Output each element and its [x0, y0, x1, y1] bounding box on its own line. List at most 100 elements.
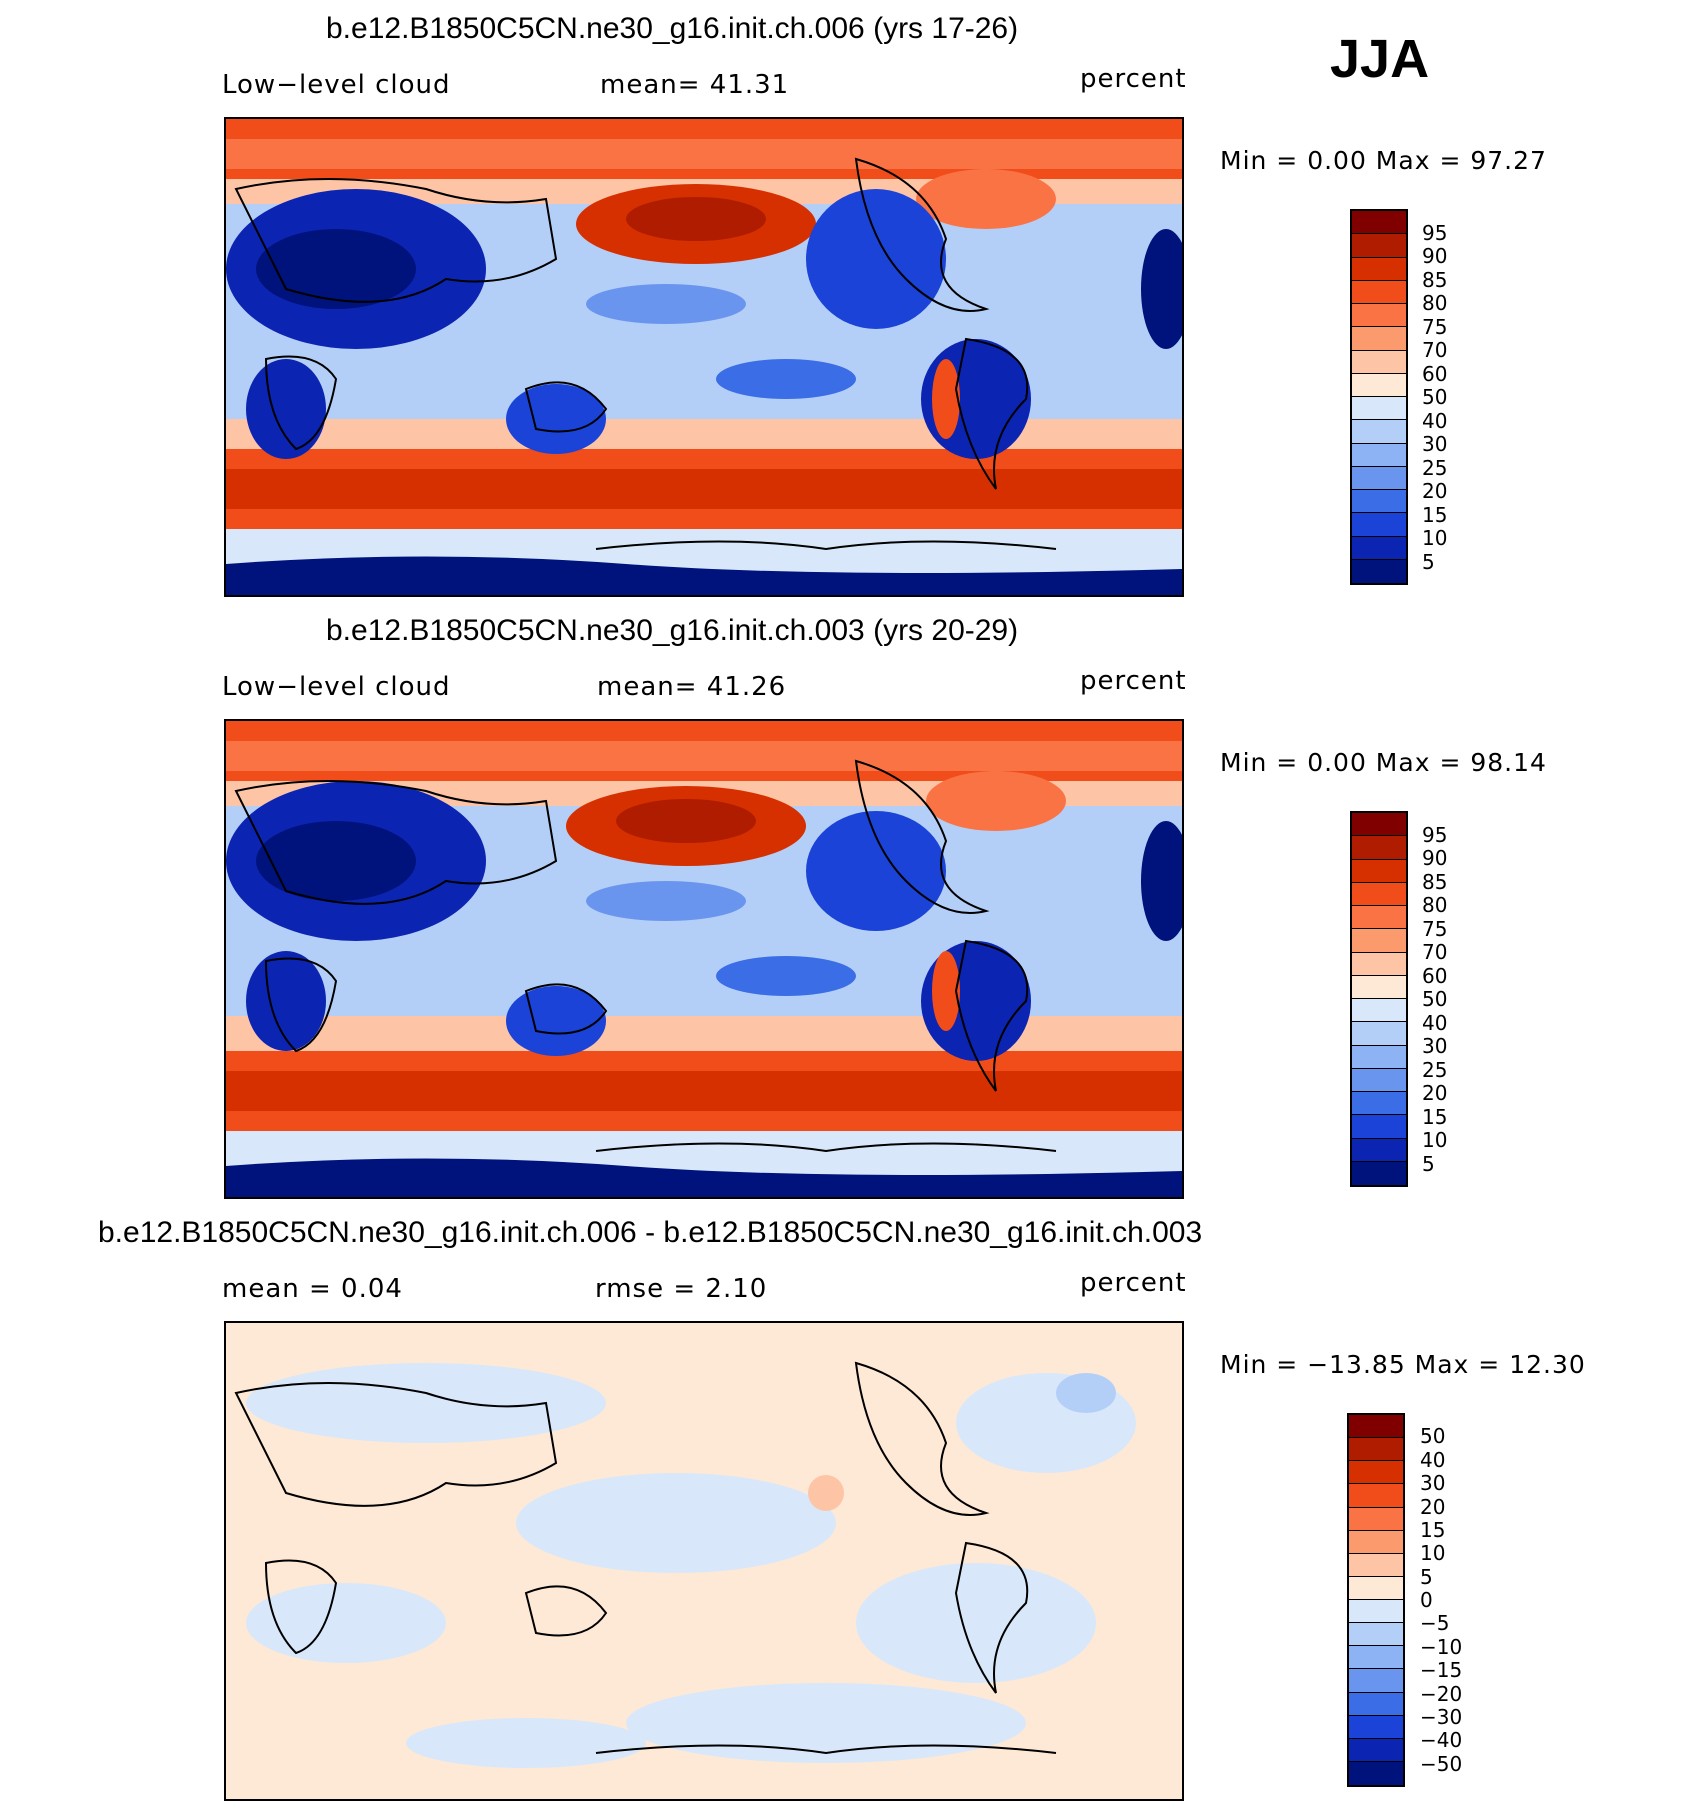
colorbar-swatch — [1349, 1600, 1403, 1624]
colorbar-label: −30 — [1420, 1704, 1463, 1729]
colorbar-swatch — [1349, 1461, 1403, 1485]
colorbar-swatch — [1349, 1507, 1403, 1531]
colorbar-swatch — [1352, 1138, 1406, 1162]
colorbar-swatch — [1352, 1092, 1406, 1116]
colorbar-label: 30 — [1422, 432, 1448, 456]
colorbar-label: 80 — [1422, 291, 1448, 315]
colorbar-label: 75 — [1422, 916, 1448, 941]
colorbar-swatch — [1352, 952, 1406, 976]
colorbar-swatch — [1349, 1715, 1403, 1739]
panel3-minmax: Min = −13.85 Max = 12.30 — [1220, 1350, 1586, 1379]
colorbar-swatch — [1349, 1415, 1403, 1439]
colorbar-swatch — [1352, 559, 1406, 583]
colorbar-label: 95 — [1422, 220, 1448, 245]
colorbar-swatch — [1352, 350, 1406, 374]
colorbar-swatch — [1349, 1576, 1403, 1600]
colorbar-label: 10 — [1422, 526, 1448, 550]
colorbar-swatch — [1352, 882, 1406, 906]
panel3-colorbar — [1347, 1413, 1405, 1787]
colorbar-swatch — [1352, 1161, 1406, 1185]
colorbar-swatch — [1352, 975, 1406, 999]
colorbar-swatch — [1349, 1738, 1403, 1762]
colorbar-label: 60 — [1422, 963, 1448, 988]
colorbar-label: 30 — [1422, 1034, 1448, 1058]
colorbar-swatch — [1352, 397, 1406, 421]
panel3-units-label: percent — [1080, 1268, 1187, 1298]
colorbar-label: 10 — [1422, 1128, 1448, 1152]
colorbar-swatch — [1352, 813, 1406, 837]
panel1-map-graphic — [226, 119, 1182, 595]
colorbar-label: 60 — [1422, 361, 1448, 386]
colorbar-swatch — [1352, 280, 1406, 304]
colorbar-label: 50 — [1420, 1424, 1446, 1449]
colorbar-label: 85 — [1422, 869, 1448, 894]
colorbar-label: 20 — [1420, 1494, 1446, 1519]
colorbar-label: 90 — [1422, 846, 1448, 870]
colorbar-swatch — [1352, 1115, 1406, 1139]
colorbar-swatch — [1349, 1484, 1403, 1508]
colorbar-swatch — [1352, 373, 1406, 397]
colorbar-label: 25 — [1422, 455, 1448, 480]
panel1-title: b.e12.B1850C5CN.ne30_g16.init.ch.006 (yr… — [326, 12, 1019, 45]
panel1-map — [224, 117, 1184, 597]
colorbar-swatch — [1352, 513, 1406, 537]
colorbar-label: 50 — [1422, 385, 1448, 409]
colorbar-label: 95 — [1422, 822, 1448, 847]
colorbar-label: 30 — [1420, 1471, 1446, 1496]
panel2-units-label: percent — [1080, 666, 1187, 696]
colorbar-label: 5 — [1422, 1151, 1435, 1176]
colorbar-swatch — [1349, 1692, 1403, 1716]
colorbar-label: 0 — [1420, 1588, 1433, 1612]
colorbar-swatch — [1352, 443, 1406, 467]
colorbar-label: 85 — [1422, 267, 1448, 292]
panel2-map — [224, 719, 1184, 1199]
colorbar-label: 70 — [1422, 940, 1448, 964]
colorbar-swatch — [1349, 1669, 1403, 1693]
colorbar-swatch — [1352, 490, 1406, 514]
colorbar-label: −5 — [1420, 1611, 1450, 1636]
colorbar-swatch — [1349, 1553, 1403, 1577]
colorbar-swatch — [1349, 1623, 1403, 1647]
colorbar-label: 50 — [1422, 987, 1448, 1011]
colorbar-label: 75 — [1422, 314, 1448, 339]
panel1-units-label: percent — [1080, 64, 1187, 94]
colorbar-swatch — [1352, 1022, 1406, 1046]
colorbar-swatch — [1352, 1068, 1406, 1092]
colorbar-label: −50 — [1420, 1751, 1463, 1776]
panel1-variable-label: Low−level cloud — [222, 70, 451, 100]
colorbar-label: −40 — [1420, 1728, 1463, 1753]
colorbar-label: 70 — [1422, 338, 1448, 362]
colorbar-label: 15 — [1422, 502, 1448, 527]
colorbar-swatch — [1352, 420, 1406, 444]
colorbar-label: −20 — [1420, 1681, 1463, 1706]
colorbar-label: 25 — [1422, 1057, 1448, 1082]
colorbar-label: 40 — [1422, 408, 1448, 433]
colorbar-swatch — [1352, 466, 1406, 490]
panel2-colorbar — [1350, 811, 1408, 1187]
panel2-mean-label: mean= 41.26 — [597, 672, 787, 702]
colorbar-label: 40 — [1420, 1447, 1446, 1472]
colorbar-label: 20 — [1422, 479, 1448, 503]
colorbar-swatch — [1352, 836, 1406, 860]
colorbar-label: 90 — [1422, 244, 1448, 268]
colorbar-label: 10 — [1420, 1541, 1446, 1566]
colorbar-swatch — [1352, 327, 1406, 351]
colorbar-swatch — [1349, 1646, 1403, 1670]
colorbar-swatch — [1349, 1761, 1403, 1785]
panel3-mean-label: mean = 0.04 — [222, 1274, 403, 1304]
colorbar-swatch — [1352, 929, 1406, 953]
colorbar-swatch — [1352, 1045, 1406, 1069]
colorbar-label: 40 — [1422, 1010, 1448, 1035]
panel3-map — [224, 1321, 1184, 1801]
colorbar-swatch — [1349, 1438, 1403, 1462]
panel1-minmax: Min = 0.00 Max = 97.27 — [1220, 146, 1547, 175]
season-label: JJA — [1330, 29, 1430, 89]
colorbar-label: 5 — [1422, 549, 1435, 574]
panel3-rmse-label: rmse = 2.10 — [595, 1274, 768, 1304]
colorbar-swatch — [1352, 536, 1406, 560]
panel2-variable-label: Low−level cloud — [222, 672, 451, 702]
panel2-title: b.e12.B1850C5CN.ne30_g16.init.ch.003 (yr… — [326, 614, 1019, 647]
colorbar-swatch — [1349, 1530, 1403, 1554]
colorbar-swatch — [1352, 211, 1406, 235]
colorbar-label: 5 — [1420, 1564, 1433, 1589]
